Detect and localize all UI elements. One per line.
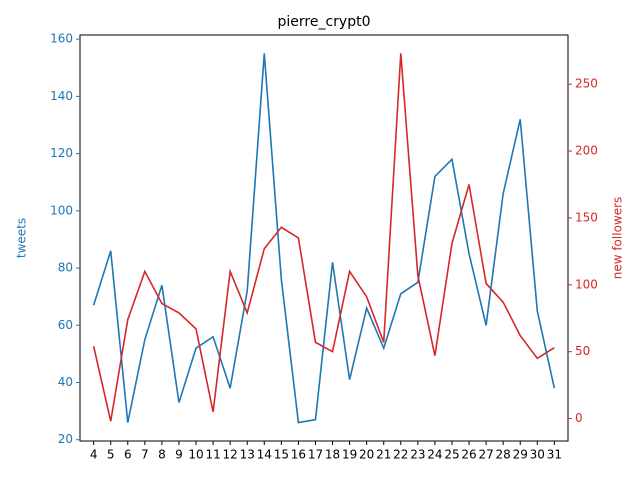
y-tick-label: 40 bbox=[58, 375, 73, 389]
series-line bbox=[92, 53, 555, 422]
y2-tick-label: 250 bbox=[575, 77, 598, 91]
x-tick-label: 24 bbox=[427, 448, 442, 462]
x-tick-label: 5 bbox=[107, 448, 115, 462]
y2-tick-label: 0 bbox=[575, 411, 583, 425]
plot-frame bbox=[79, 34, 569, 442]
x-tick-label: 8 bbox=[158, 448, 166, 462]
x-tick-label: 31 bbox=[547, 448, 562, 462]
x-tick-label: 22 bbox=[393, 448, 408, 462]
y-tick-label: 160 bbox=[50, 32, 73, 46]
x-tick-label: 9 bbox=[175, 448, 183, 462]
x-tick-label: 6 bbox=[124, 448, 132, 462]
chart-title: pierre_crypt0 bbox=[278, 14, 371, 30]
y-tick-label: 100 bbox=[50, 203, 73, 217]
x-tick-label: 17 bbox=[308, 448, 323, 462]
x-tick-label: 30 bbox=[530, 448, 545, 462]
x-tick-label: 7 bbox=[141, 448, 149, 462]
x-tick-label: 13 bbox=[240, 448, 255, 462]
x-tick-label: 15 bbox=[274, 448, 289, 462]
y2-tick-label: 100 bbox=[575, 277, 598, 291]
x-tick-label: 26 bbox=[461, 448, 476, 462]
x-tick-label: 25 bbox=[444, 448, 459, 462]
x-tick-label: 14 bbox=[257, 448, 272, 462]
y-tick-label: 80 bbox=[58, 261, 73, 275]
x-tick-label: 10 bbox=[188, 448, 203, 462]
series-line bbox=[92, 53, 556, 424]
x-tick-label: 21 bbox=[376, 448, 391, 462]
y2-tick-label: 200 bbox=[575, 144, 598, 158]
x-tick-label: 4 bbox=[90, 448, 98, 462]
x-tick-label: 19 bbox=[342, 448, 357, 462]
y2-axis-label: new followers bbox=[611, 197, 625, 280]
y-tick-label: 60 bbox=[58, 318, 73, 332]
x-tick-label: 27 bbox=[478, 448, 493, 462]
x-tick-label: 18 bbox=[325, 448, 340, 462]
x-tick-label: 12 bbox=[223, 448, 238, 462]
y-tick-label: 20 bbox=[58, 432, 73, 446]
y2-tick-label: 150 bbox=[575, 210, 598, 224]
x-tick-label: 29 bbox=[513, 448, 528, 462]
x-tick-label: 28 bbox=[496, 448, 511, 462]
x-tick-label: 11 bbox=[205, 448, 220, 462]
y-tick-label: 120 bbox=[50, 146, 73, 160]
y-axis-label: tweets bbox=[15, 218, 29, 258]
y2-tick-label: 50 bbox=[575, 344, 590, 358]
x-tick-label: 20 bbox=[359, 448, 374, 462]
x-tick-label: 16 bbox=[291, 448, 306, 462]
x-tick-label: 23 bbox=[410, 448, 425, 462]
y-tick-label: 140 bbox=[50, 89, 73, 103]
